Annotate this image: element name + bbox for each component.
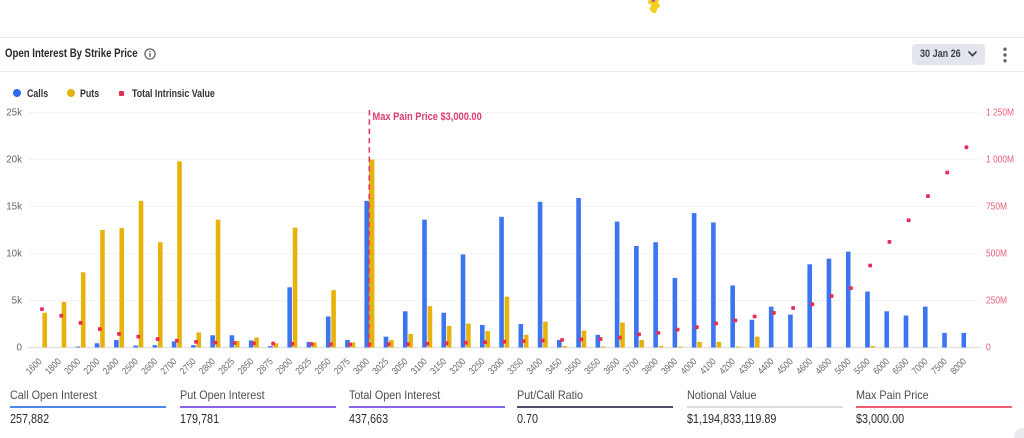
svg-text:3050: 3050 [389,356,409,376]
svg-text:1 000M: 1 000M [986,154,1014,165]
svg-text:4300: 4300 [736,356,756,376]
svg-text:1 250M: 1 250M [986,107,1014,118]
svg-text:20k: 20k [6,155,22,166]
svg-text:500M: 500M [986,248,1007,259]
svg-text:2900: 2900 [274,356,294,376]
svg-text:8000: 8000 [948,356,968,376]
svg-text:3700: 3700 [621,356,641,376]
svg-text:2000: 2000 [62,356,82,376]
svg-text:3200: 3200 [447,356,467,376]
svg-text:2825: 2825 [216,356,236,376]
svg-text:0: 0 [986,342,991,353]
svg-text:6000: 6000 [871,356,891,376]
svg-text:3350: 3350 [505,356,525,376]
svg-text:2800: 2800 [197,356,217,376]
svg-text:2200: 2200 [81,356,101,376]
svg-text:2850: 2850 [235,356,255,376]
svg-text:5k: 5k [12,296,22,307]
svg-text:0: 0 [17,343,23,354]
svg-text:3900: 3900 [659,356,679,376]
svg-text:2700: 2700 [158,356,178,376]
svg-text:3500: 3500 [563,356,583,376]
svg-text:5000: 5000 [832,356,852,376]
svg-text:3300: 3300 [486,356,506,376]
svg-text:3025: 3025 [370,356,390,376]
svg-text:3250: 3250 [466,356,486,376]
svg-text:6500: 6500 [890,356,910,376]
svg-text:2925: 2925 [293,356,313,376]
svg-text:15k: 15k [6,202,22,213]
svg-text:3150: 3150 [428,356,448,376]
svg-text:4600: 4600 [794,356,814,376]
svg-text:2950: 2950 [312,356,332,376]
svg-text:2975: 2975 [332,356,352,376]
svg-text:1800: 1800 [43,356,63,376]
svg-text:1600: 1600 [23,356,43,376]
svg-text:3000: 3000 [351,356,371,376]
svg-text:5500: 5500 [852,356,872,376]
svg-text:750M: 750M [986,201,1007,212]
svg-text:4800: 4800 [813,356,833,376]
svg-text:25k: 25k [6,108,22,119]
svg-text:4000: 4000 [678,356,698,376]
svg-text:4100: 4100 [698,356,718,376]
svg-text:3100: 3100 [409,356,429,376]
svg-text:Max Pain Price $3,000.00: Max Pain Price $3,000.00 [373,111,482,123]
svg-text:3600: 3600 [601,356,621,376]
svg-text:2875: 2875 [255,356,275,376]
svg-text:3450: 3450 [544,356,564,376]
svg-text:2500: 2500 [120,356,140,376]
svg-text:3400: 3400 [524,356,544,376]
svg-text:4200: 4200 [717,356,737,376]
svg-text:2750: 2750 [178,356,198,376]
svg-text:7000: 7000 [909,356,929,376]
svg-text:3800: 3800 [640,356,660,376]
svg-text:2600: 2600 [139,356,159,376]
svg-text:7500: 7500 [929,356,949,376]
svg-text:250M: 250M [986,295,1007,306]
svg-text:4500: 4500 [775,356,795,376]
svg-text:3550: 3550 [582,356,602,376]
svg-text:10k: 10k [6,249,22,260]
svg-text:2400: 2400 [101,356,121,376]
svg-text:4400: 4400 [755,356,775,376]
